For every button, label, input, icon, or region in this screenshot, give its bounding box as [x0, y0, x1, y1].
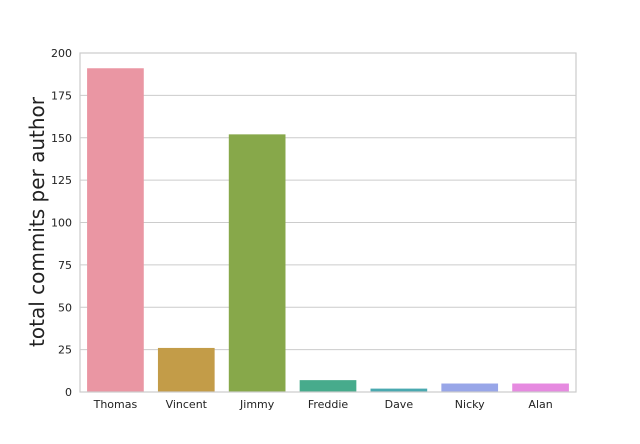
y-tick-label: 200 — [51, 47, 72, 60]
bar-jimmy — [228, 134, 286, 393]
x-tick-label: Jimmy — [239, 398, 275, 411]
x-tick-label: Alan — [528, 398, 552, 411]
plot-frame — [79, 52, 577, 393]
x-tick-label: Nicky — [455, 398, 485, 411]
bar-dave — [370, 388, 428, 392]
bar-nicky — [441, 383, 499, 392]
y-tick-label: 75 — [58, 259, 72, 272]
y-tick-label: 100 — [51, 217, 72, 230]
y-tick-label: 0 — [65, 386, 72, 399]
y-tick-label: 25 — [58, 344, 72, 357]
x-tick-label: Vincent — [166, 398, 208, 411]
bar-vincent — [157, 347, 215, 392]
bar-freddie — [299, 380, 357, 392]
y-axis-label: total commits per author — [25, 96, 49, 347]
bar-thomas — [87, 68, 144, 392]
y-tick-label: 125 — [51, 174, 72, 187]
bars — [87, 68, 569, 393]
y-tick-label: 175 — [51, 89, 72, 102]
x-tick-label: Dave — [385, 398, 414, 411]
y-tick-label: 150 — [51, 132, 72, 145]
y-tick-labels: 0 25 50 75 100 125 150 175 200 — [51, 47, 72, 399]
bar-alan — [512, 383, 569, 392]
x-tick-label: Thomas — [93, 398, 138, 411]
x-tick-label: Freddie — [308, 398, 349, 411]
y-tick-label: 50 — [58, 301, 72, 314]
x-tick-labels: Thomas Vincent Jimmy Freddie Dave Nicky Alan — [93, 398, 553, 411]
